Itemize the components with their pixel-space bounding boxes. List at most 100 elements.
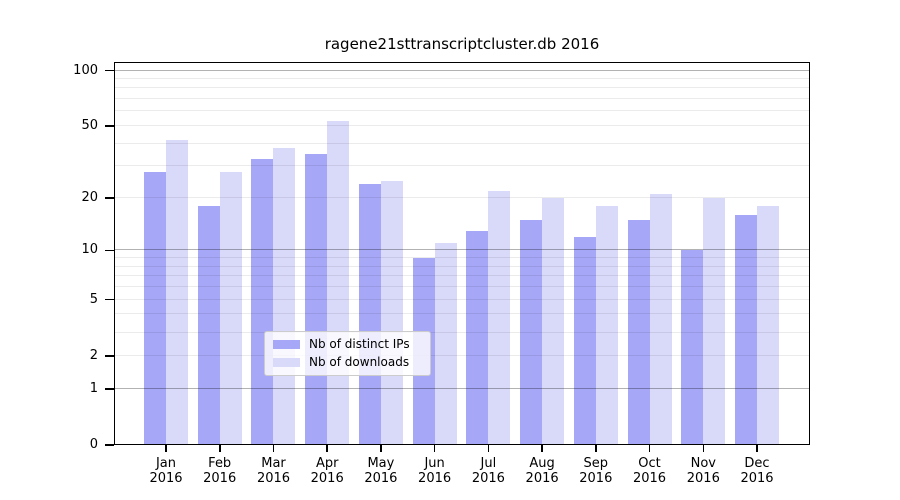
x-axis-tick — [272, 445, 275, 452]
x-axis-year-text: 2016 — [149, 471, 183, 486]
bar-distinct-ips-sep — [573, 236, 596, 445]
bar-distinct-ips-feb — [197, 206, 220, 445]
gridline-minor — [114, 257, 810, 259]
gridline-minor — [114, 142, 810, 144]
y-axis-tick — [105, 69, 114, 72]
x-axis-month-text: May — [367, 456, 395, 471]
x-axis-year-text: 2016 — [418, 471, 452, 486]
gridline-major — [114, 249, 810, 251]
x-axis-tick — [219, 445, 221, 452]
x-axis-tick-label: Feb 2016 — [188, 456, 252, 486]
x-axis-month-text: Jan — [155, 456, 177, 471]
y-axis-tick-label: 0 — [89, 437, 98, 452]
x-axis-year-text: 2016 — [471, 471, 505, 486]
gridline-minor — [114, 165, 810, 167]
bar-downloads-dec — [756, 206, 779, 445]
y-axis-tick — [105, 298, 114, 301]
x-axis-month-text: Sep — [583, 456, 609, 471]
y-axis-tick-label: 100 — [73, 62, 98, 78]
x-axis-tick-label: Apr 2016 — [295, 456, 359, 486]
gridline-minor — [114, 275, 810, 277]
bar-downloads-apr — [327, 121, 350, 445]
bar-distinct-ips-nov — [681, 250, 704, 445]
bar-downloads-jun — [434, 243, 457, 445]
x-axis-month-text: Apr — [315, 456, 339, 471]
legend-item-distinct-ips: Nb of distinct IPs — [265, 338, 430, 351]
x-axis-tick-label: Oct 2016 — [618, 456, 682, 486]
gridline-minor — [114, 354, 810, 356]
gridline-major — [114, 387, 810, 389]
bar-distinct-ips-dec — [734, 215, 757, 445]
bar-distinct-ips-oct — [627, 220, 650, 445]
gridline-minor — [114, 298, 810, 300]
y-axis-tick-label: 5 — [89, 291, 98, 307]
x-axis-tick — [595, 445, 597, 452]
x-axis-tick-label: Mar 2016 — [242, 456, 306, 486]
gridline-minor — [114, 265, 810, 267]
y-axis-tick-label: 50 — [81, 117, 98, 133]
bar-downloads-nov — [703, 197, 726, 445]
x-axis-month-text: Mar — [261, 456, 286, 471]
legend-swatch-distinct-ips — [273, 340, 300, 349]
legend-label-distinct-ips: Nb of distinct IPs — [309, 337, 410, 351]
x-axis-tick — [648, 445, 651, 452]
y-axis-tick-label: 2 — [89, 347, 98, 363]
gridline-minor — [114, 313, 810, 315]
bar-downloads-jul — [488, 190, 511, 445]
x-axis-tick-label: Nov 2016 — [671, 456, 735, 486]
x-axis-tick-label: Jun 2016 — [403, 456, 467, 486]
y-axis-tick-label: 1 — [89, 380, 98, 396]
gridline-minor — [114, 331, 810, 333]
bar-downloads-jan — [166, 139, 188, 445]
x-axis-tick-label: Dec 2016 — [725, 456, 789, 486]
bar-distinct-ips-jul — [466, 230, 489, 445]
x-axis-tick — [541, 445, 543, 452]
y-axis-tick — [105, 125, 114, 127]
x-axis-year-text: 2016 — [579, 471, 613, 486]
x-axis-month-text: Aug — [529, 456, 555, 471]
bar-downloads-feb — [219, 171, 242, 445]
x-axis-tick-label: Jul 2016 — [456, 456, 520, 486]
plot-area: 0 1 2 5 10 20 50 100 Jan 2016 Feb 2016 Mar 2016 Apr 201… — [73, 62, 810, 486]
x-axis-tick — [702, 445, 704, 452]
bar-distinct-ips-jan — [144, 171, 166, 445]
x-axis-tick — [165, 445, 167, 452]
x-axis-tick — [380, 445, 382, 452]
y-axis-tick — [105, 355, 114, 357]
x-axis-tick-label: Sep 2016 — [564, 456, 628, 486]
x-axis-year-text: 2016 — [632, 471, 667, 486]
x-axis-month-text: Jul — [480, 456, 497, 471]
x-axis-month-text: Jun — [424, 456, 445, 471]
x-axis-tick-label: Jan 2016 — [134, 456, 198, 486]
x-axis-year-text: 2016 — [256, 471, 291, 486]
x-axis-tick — [326, 445, 328, 452]
legend-item-downloads: Nb of downloads — [265, 356, 430, 369]
x-axis-month-text: Feb — [208, 456, 232, 471]
bar-downloads-oct — [649, 194, 672, 445]
x-axis-tick — [756, 445, 758, 452]
x-axis-year-text: 2016 — [364, 471, 398, 486]
x-axis-tick — [487, 445, 490, 452]
bar-distinct-ips-mar — [251, 158, 274, 445]
bar-downloads-mar — [273, 147, 296, 445]
x-axis-year-text: 2016 — [740, 471, 774, 486]
gridline-minor — [114, 78, 810, 79]
bar-downloads-may — [380, 180, 403, 445]
gridline-minor — [114, 286, 810, 288]
x-axis-month-text: Dec — [744, 456, 770, 471]
x-axis-month-text: Nov — [690, 456, 716, 471]
gridline-minor — [114, 196, 810, 198]
x-axis-tick — [433, 445, 436, 452]
gridline-minor — [114, 110, 810, 112]
y-axis-tick — [105, 249, 114, 252]
bar-distinct-ips-may — [358, 183, 381, 445]
bar-distinct-ips-aug — [520, 220, 543, 445]
x-axis-year-text: 2016 — [686, 471, 720, 486]
x-axis-year-text: 2016 — [203, 471, 237, 486]
x-axis-month-text: Oct — [638, 456, 661, 471]
chart-title: ragene21sttranscriptcluster.db 2016 — [324, 35, 600, 53]
gridline-major — [114, 69, 810, 71]
y-axis-tick-label: 10 — [81, 242, 98, 258]
bar-downloads-aug — [542, 197, 565, 445]
x-axis-year-text: 2016 — [525, 471, 559, 486]
